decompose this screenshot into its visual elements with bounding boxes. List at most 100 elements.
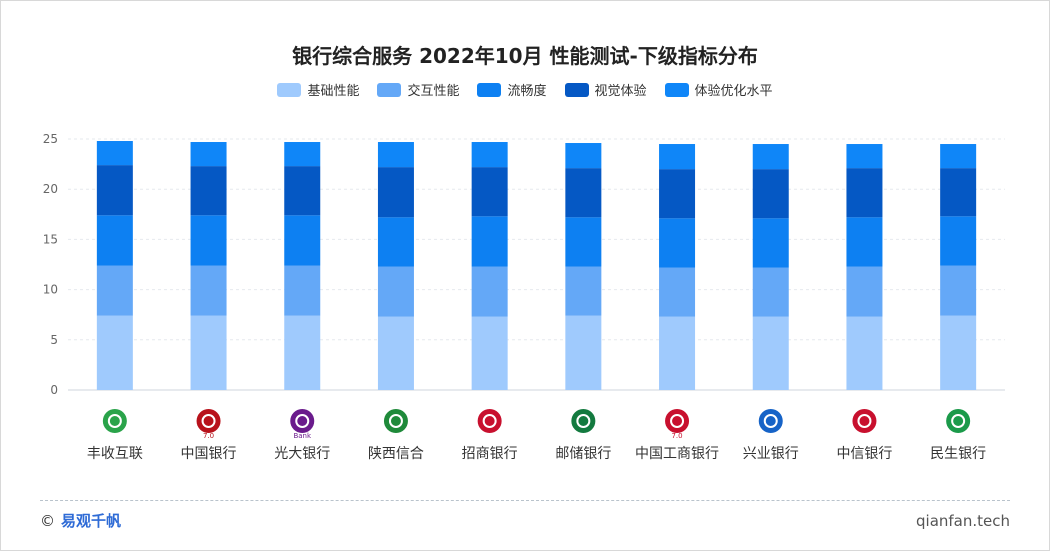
shaanxi-rcc-logo-icon [383, 409, 408, 433]
bar-segment [284, 142, 321, 167]
legend-item-2[interactable]: 流畅度 [477, 80, 547, 99]
x-tick-label: 中国银行 [181, 446, 237, 462]
bar-segment [752, 169, 789, 219]
bar-segment [752, 316, 789, 390]
legend: 基础性能 交互性能 流畅度 视觉体验 体验优化水平 [0, 80, 1050, 99]
cmb-logo-icon [477, 409, 502, 433]
bar-segment [565, 143, 602, 169]
bar-segment [471, 167, 508, 217]
bar-segment [565, 315, 602, 390]
legend-item-4[interactable]: 体验优化水平 [664, 80, 773, 99]
bar-segment [377, 316, 414, 390]
bar-segment [471, 316, 508, 390]
legend-swatch [377, 82, 402, 97]
bar-segment [377, 266, 414, 317]
bar-segment [190, 215, 227, 266]
cib-logo-icon [758, 409, 783, 433]
icon-badge: 7.0 [671, 432, 682, 440]
bar-segment [377, 217, 414, 267]
bar-segment [190, 142, 227, 167]
bar-segment [659, 144, 696, 170]
boc-logo-icon: 7.0 [196, 409, 221, 440]
ceb-logo-icon: Bank [290, 409, 315, 440]
bar-segment [377, 142, 414, 168]
x-tick-label: 民生银行 [930, 446, 986, 462]
brand: © 易观千帆 [40, 510, 121, 531]
bar-segment [190, 166, 227, 216]
bar-segment [846, 144, 883, 169]
bar-segment [284, 265, 321, 316]
bar-segment [284, 315, 321, 390]
y-tick-label: 15 [43, 232, 58, 246]
bar-segment [659, 169, 696, 219]
bar-segment [846, 217, 883, 267]
bar-segment [940, 144, 977, 169]
copyright-symbol: © [40, 511, 55, 530]
bar-segment [846, 316, 883, 390]
bar-segment [659, 267, 696, 317]
legend-item-0[interactable]: 基础性能 [277, 80, 359, 99]
bar-segment [96, 265, 133, 316]
bar-segment [752, 218, 789, 268]
legend-item-3[interactable]: 视觉体验 [564, 80, 647, 99]
y-tick-label: 5 [50, 333, 58, 347]
bar-segment [471, 142, 508, 168]
bar-segment [940, 265, 977, 316]
legend-label: 视觉体验 [594, 84, 647, 99]
footer-divider [40, 500, 1010, 501]
legend-swatch [477, 82, 502, 97]
icon-badge: Bank [293, 432, 312, 440]
x-tick-label: 中国工商银行 [635, 446, 719, 462]
bar-segment [565, 217, 602, 267]
x-tick-label: 招商银行 [462, 446, 518, 462]
icbc-logo-icon: 7.0 [665, 409, 690, 440]
citic-logo-icon [852, 409, 877, 433]
bar-segment [659, 316, 696, 390]
bar-segment [752, 144, 789, 170]
bar-segment [284, 215, 321, 266]
chart-title: 银行综合服务 2022年10月 性能测试-下级指标分布 [292, 44, 758, 68]
bar-segment [846, 168, 883, 218]
bar-segment [471, 266, 508, 317]
bar-segment [565, 266, 602, 316]
cmbc-logo-icon [946, 409, 971, 433]
bar-segment [377, 167, 414, 218]
icon-badge: 7.0 [203, 432, 214, 440]
bar-segment [940, 216, 977, 266]
bar-segment [659, 218, 696, 268]
legend-label: 交互性能 [407, 84, 460, 99]
y-tick-label: 20 [43, 182, 58, 196]
brand-name: 易观千帆 [61, 512, 122, 530]
stacked-bar-chart: 0 5 10 15 20 25 丰收互联 7.0 中国银行 Bank 光大银行 陕西信合 招商银行 邮储银… [43, 132, 1005, 462]
x-tick-label: 丰收互联 [87, 446, 143, 462]
legend-item-1[interactable]: 交互性能 [377, 80, 459, 99]
x-tick-label: 邮储银行 [555, 446, 611, 462]
bar-segment [940, 168, 977, 217]
y-tick-label: 0 [50, 383, 58, 397]
site-url: qianfan.tech [916, 512, 1010, 530]
bar-segment [190, 265, 227, 316]
x-tick-label: 陕西信合 [368, 446, 424, 462]
bar-segment [471, 216, 508, 267]
psbc-logo-icon [571, 409, 596, 433]
bar-segment [96, 215, 133, 266]
bar-segment [940, 315, 977, 390]
legend-label: 体验优化水平 [694, 84, 773, 99]
bar-segment [284, 166, 321, 216]
bar-segment [846, 266, 883, 317]
bar-segment [752, 267, 789, 317]
bar-segment [96, 315, 133, 390]
legend-label: 流畅度 [507, 84, 547, 99]
bar-segment [96, 165, 133, 216]
bar-segment [565, 168, 602, 218]
y-tick-label: 10 [43, 283, 58, 297]
legend-swatch [664, 82, 689, 97]
fengshou-logo-icon [102, 409, 127, 433]
x-tick-label: 光大银行 [274, 446, 330, 462]
x-tick-label: 兴业银行 [743, 446, 799, 462]
y-tick-label: 25 [43, 132, 58, 146]
bar-segment [96, 141, 133, 166]
legend-label: 基础性能 [307, 84, 360, 99]
x-tick-label: 中信银行 [836, 446, 892, 462]
legend-swatch [564, 82, 589, 97]
